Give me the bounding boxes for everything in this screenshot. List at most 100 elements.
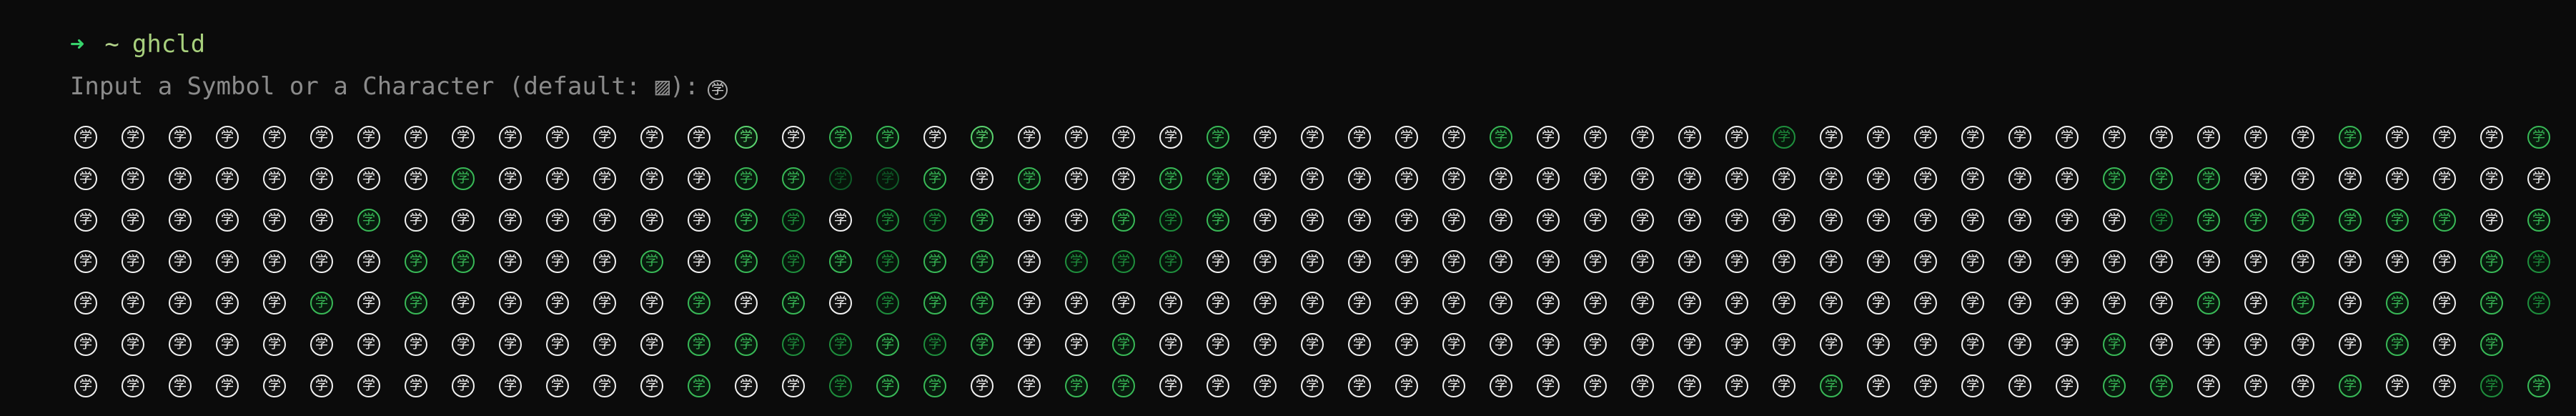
contribution-cell: 学 bbox=[2244, 250, 2267, 273]
contribution-cell: 学 bbox=[923, 250, 946, 273]
contribution-cell: 学 bbox=[1395, 375, 1418, 397]
contribution-cell: 学 bbox=[2244, 167, 2267, 190]
contribution-cell: 学 bbox=[2056, 250, 2079, 273]
contribution-cell: 学 bbox=[2197, 333, 2220, 356]
contribution-cell: 学 bbox=[1914, 375, 1937, 397]
contribution-cell: 学 bbox=[2150, 333, 2173, 356]
contribution-cell: 学 bbox=[546, 209, 569, 232]
input-prompt-text: Input a Symbol or a Character (default: … bbox=[69, 72, 700, 101]
contribution-cell: 学 bbox=[310, 126, 333, 149]
contribution-cell: 学 bbox=[593, 126, 616, 149]
contribution-cell: 学 bbox=[1159, 250, 1182, 273]
contribution-cell: 学 bbox=[1961, 167, 1984, 190]
contribution-cell: 学 bbox=[1065, 167, 1088, 190]
contribution-cell: 学 bbox=[169, 375, 192, 397]
contribution-cell: 学 bbox=[1018, 250, 1041, 273]
contribution-cell: 学 bbox=[829, 126, 852, 149]
contribution-cell: 学 bbox=[1773, 167, 1795, 190]
contribution-cell: 学 bbox=[2480, 333, 2503, 356]
contribution-cell: 学 bbox=[1725, 375, 1748, 397]
contribution-cell: 学 bbox=[735, 167, 758, 190]
contribution-cell: 学 bbox=[499, 209, 522, 232]
contribution-cell: 学 bbox=[782, 250, 805, 273]
contribution-cell: 学 bbox=[263, 250, 286, 273]
contribution-cell: 学 bbox=[499, 292, 522, 315]
contribution-cell: 学 bbox=[2480, 375, 2503, 397]
contribution-cell: 学 bbox=[2197, 292, 2220, 315]
contribution-cell: 学 bbox=[1018, 375, 1041, 397]
contribution-cell: 学 bbox=[876, 209, 899, 232]
contribution-cell: 学 bbox=[546, 333, 569, 356]
contribution-cell: 学 bbox=[499, 126, 522, 149]
contribution-cell: 学 bbox=[1395, 250, 1418, 273]
contribution-cell: 学 bbox=[1678, 126, 1701, 149]
contribution-cell: 学 bbox=[593, 167, 616, 190]
contribution-cell: 学 bbox=[1159, 333, 1182, 356]
contribution-cell: 学 bbox=[1820, 250, 1843, 273]
contribution-cell: 学 bbox=[2339, 126, 2362, 149]
contribution-cell: 学 bbox=[1725, 209, 1748, 232]
contribution-cell: 学 bbox=[1348, 126, 1371, 149]
contribution-cell: 学 bbox=[2433, 333, 2456, 356]
contribution-cell: 学 bbox=[640, 167, 663, 190]
contribution-cell: 学 bbox=[357, 250, 380, 273]
contribution-cell: 学 bbox=[1773, 375, 1795, 397]
contribution-cell: 学 bbox=[74, 250, 97, 273]
contribution-cell: 学 bbox=[1490, 250, 1512, 273]
contribution-cell: 学 bbox=[1065, 292, 1088, 315]
contribution-cell: 学 bbox=[2056, 292, 2079, 315]
contribution-cell: 学 bbox=[1159, 209, 1182, 232]
contribution-cell: 学 bbox=[1395, 292, 1418, 315]
contribution-cell: 学 bbox=[923, 333, 946, 356]
contribution-cell: 学 bbox=[216, 250, 239, 273]
contribution-cell: 学 bbox=[2056, 375, 2079, 397]
contribution-cell: 学 bbox=[546, 126, 569, 149]
contribution-cell: 学 bbox=[405, 292, 427, 315]
contribution-cell: 学 bbox=[1348, 375, 1371, 397]
contribution-cell: 学 bbox=[1065, 209, 1088, 232]
contribution-cell: 学 bbox=[688, 167, 710, 190]
contribution-cell: 学 bbox=[74, 333, 97, 356]
contribution-cell: 学 bbox=[1490, 292, 1512, 315]
contribution-cell: 学 bbox=[1725, 167, 1748, 190]
contribution-cell: 学 bbox=[593, 292, 616, 315]
contribution-cell: 学 bbox=[2527, 167, 2550, 190]
contribution-cell: 学 bbox=[1961, 333, 1984, 356]
contribution-cell: 学 bbox=[640, 292, 663, 315]
contribution-cell: 学 bbox=[829, 250, 852, 273]
contribution-cell: 学 bbox=[357, 209, 380, 232]
contribution-cell: 学 bbox=[1018, 333, 1041, 356]
contribution-cell: 学 bbox=[1207, 250, 1229, 273]
contribution-cell: 学 bbox=[640, 126, 663, 149]
contribution-cell: 学 bbox=[1820, 126, 1843, 149]
contribution-cell: 学 bbox=[735, 292, 758, 315]
contribution-cell: 学 bbox=[263, 167, 286, 190]
contribution-cell: 学 bbox=[1914, 250, 1937, 273]
contribution-cell: 学 bbox=[2339, 167, 2362, 190]
contribution-cell: 学 bbox=[499, 375, 522, 397]
contribution-cell: 学 bbox=[1348, 167, 1371, 190]
contribution-cell: 学 bbox=[74, 167, 97, 190]
contribution-cell: 学 bbox=[1065, 126, 1088, 149]
contribution-cell: 学 bbox=[923, 292, 946, 315]
contribution-cell: 学 bbox=[216, 167, 239, 190]
contribution-cell: 学 bbox=[1018, 167, 1041, 190]
contribution-cell: 学 bbox=[74, 126, 97, 149]
contribution-cell: 学 bbox=[452, 375, 475, 397]
contribution-cell: 学 bbox=[1820, 292, 1843, 315]
symbol-input-prompt[interactable]: Input a Symbol or a Character (default: … bbox=[11, 41, 728, 101]
contribution-cell: 学 bbox=[1348, 292, 1371, 315]
contribution-cell: 学 bbox=[782, 126, 805, 149]
contribution-cell: 学 bbox=[2433, 375, 2456, 397]
contribution-cell: 学 bbox=[1442, 126, 1465, 149]
contribution-cell: 学 bbox=[782, 333, 805, 356]
contribution-cell: 学 bbox=[1301, 209, 1324, 232]
contribution-cell: 学 bbox=[1207, 333, 1229, 356]
contribution-cell: 学 bbox=[1207, 375, 1229, 397]
contribution-cell: 学 bbox=[1631, 292, 1654, 315]
contribution-cell: 学 bbox=[1537, 375, 1560, 397]
contribution-cell: 学 bbox=[593, 250, 616, 273]
contribution-cell: 学 bbox=[688, 126, 710, 149]
contribution-cell: 学 bbox=[1867, 333, 1890, 356]
